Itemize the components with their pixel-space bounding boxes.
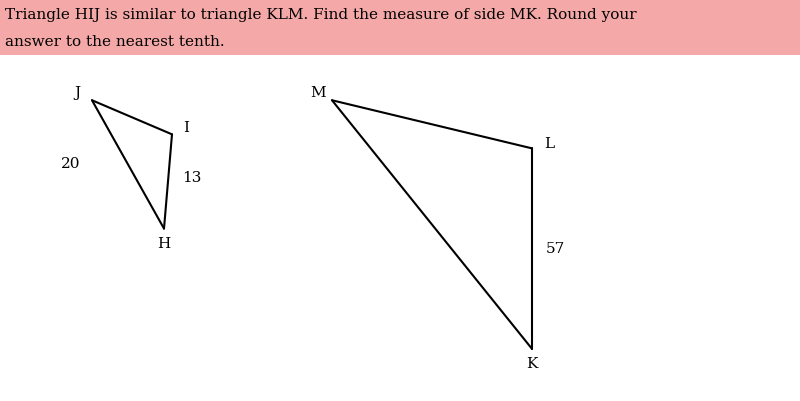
Text: 13: 13 [182, 172, 202, 185]
Text: 20: 20 [61, 158, 80, 171]
Text: L: L [545, 137, 554, 150]
FancyBboxPatch shape [0, 0, 800, 55]
Text: Triangle HIJ is similar to triangle KLM. Find the measure of side MK. Round your: Triangle HIJ is similar to triangle KLM.… [5, 8, 637, 22]
Text: 57: 57 [546, 242, 565, 255]
Text: H: H [158, 237, 170, 251]
Text: M: M [310, 86, 326, 100]
Text: I: I [183, 122, 190, 135]
Text: J: J [74, 86, 81, 100]
Text: answer to the nearest tenth.: answer to the nearest tenth. [5, 35, 225, 49]
Text: K: K [526, 357, 538, 371]
